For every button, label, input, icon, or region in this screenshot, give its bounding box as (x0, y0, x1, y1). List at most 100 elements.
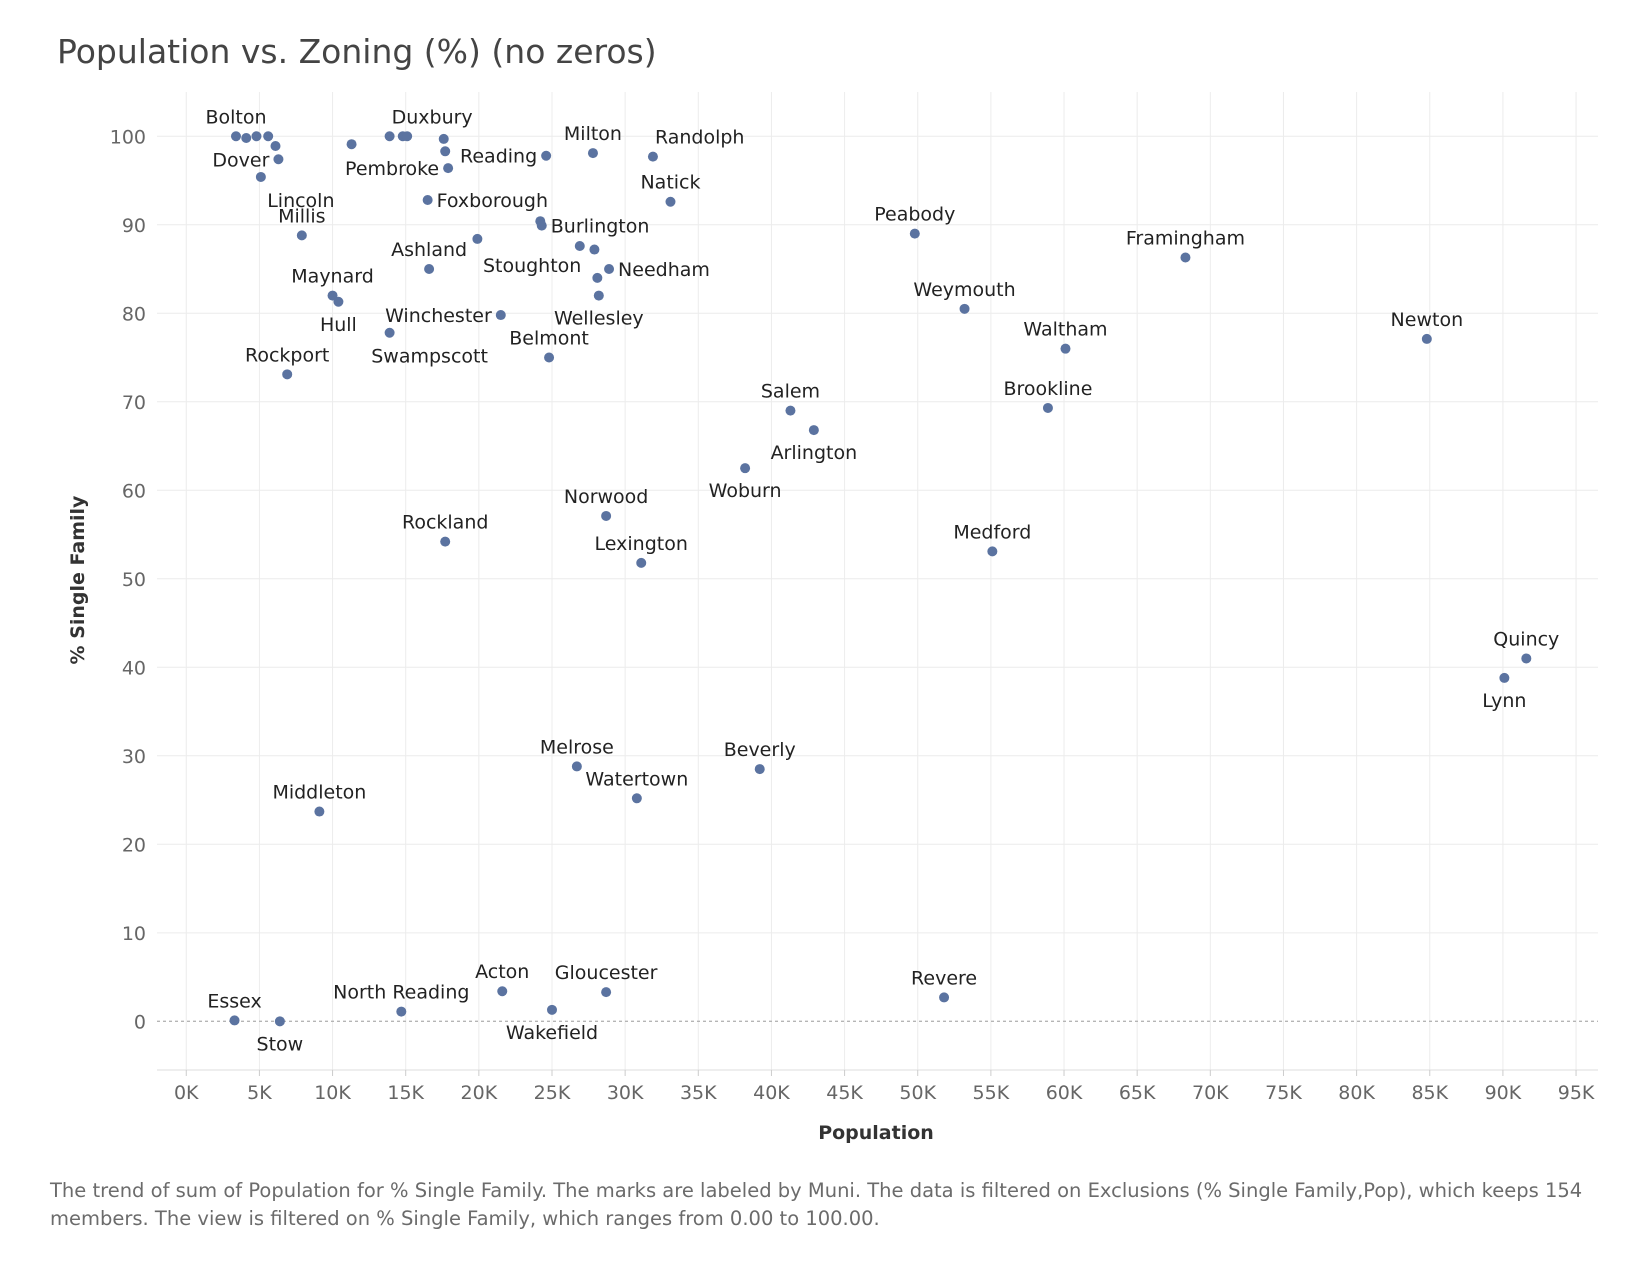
data-point (631, 793, 642, 804)
data-point (333, 296, 344, 307)
data-point (402, 131, 413, 142)
x-tick-label: 85K (1411, 1082, 1448, 1104)
data-point (438, 133, 449, 144)
y-axis-ticks: 0 10 20 30 40 50 60 70 80 90 100 (110, 126, 146, 1033)
x-axis-title: Population (818, 1122, 934, 1144)
data-label: Lexington (595, 533, 688, 555)
data-point (604, 264, 615, 275)
data-point (571, 761, 582, 772)
x-tick-label: 10K (314, 1082, 351, 1104)
data-point (440, 536, 451, 547)
data-label: Watertown (585, 768, 688, 790)
data-point (1060, 343, 1071, 354)
data-point (601, 987, 612, 998)
data-label: Waltham (1023, 319, 1107, 341)
data-label: Duxbury (392, 106, 473, 128)
data-point (346, 139, 357, 150)
data-point (274, 1016, 285, 1027)
data-label: Brookline (1003, 378, 1092, 400)
data-point (251, 131, 262, 142)
data-points (229, 131, 1532, 1027)
data-point (230, 131, 241, 142)
data-point (314, 806, 325, 817)
x-tick-label: 20K (461, 1082, 498, 1104)
data-point (1521, 653, 1532, 664)
data-point (754, 764, 765, 775)
data-label: Revere (911, 967, 977, 989)
data-point (495, 310, 506, 321)
x-tick-label: 25K (534, 1082, 571, 1104)
x-tick-label: 70K (1192, 1082, 1229, 1104)
y-axis-title: % Single Family (67, 495, 89, 664)
data-label: Randolph (655, 127, 745, 149)
data-label: Pembroke (345, 158, 439, 180)
data-point (1042, 402, 1053, 413)
y-tick-label: 100 (110, 126, 146, 148)
data-point (909, 228, 920, 239)
data-label: Stoughton (483, 255, 581, 277)
data-label: North Reading (333, 982, 469, 1004)
data-label: Wellesley (554, 308, 644, 330)
data-point (1499, 672, 1510, 683)
data-labels: Bolton Dover Lincoln Duxbury Pembroke Reading… (205, 106, 1559, 1055)
data-point (987, 546, 998, 557)
y-tick-label: 60 (122, 480, 146, 502)
data-point (472, 233, 483, 244)
data-point (601, 510, 612, 521)
data-point (665, 196, 676, 207)
data-label: Weymouth (913, 279, 1015, 301)
data-label: Milton (564, 123, 622, 145)
data-point (959, 303, 970, 314)
data-label: Acton (475, 961, 529, 983)
data-point (939, 992, 950, 1003)
scatter-chart: 0K 5K 10K 15K 20K 25K 30K 35K 40K 45K 50K 55K 60K 65K… (67, 92, 1598, 1144)
data-point (541, 150, 552, 161)
data-point (384, 327, 395, 338)
y-tick-label: 50 (122, 569, 146, 591)
data-label: Quincy (1493, 628, 1559, 650)
data-point (443, 163, 454, 174)
data-point (296, 230, 307, 241)
data-point (384, 131, 395, 142)
x-tick-label: 0K (174, 1082, 199, 1104)
x-tick-label: 5K (247, 1082, 272, 1104)
data-point (422, 194, 433, 205)
data-label: Rockland (402, 512, 488, 534)
data-point (263, 131, 274, 142)
data-point (497, 986, 508, 997)
data-point (785, 405, 796, 416)
data-point (544, 352, 555, 363)
data-point (229, 1015, 240, 1026)
x-tick-label: 50K (899, 1082, 936, 1104)
y-tick-label: 0 (134, 1011, 146, 1033)
data-point (241, 133, 252, 144)
x-tick-label: 45K (826, 1082, 863, 1104)
data-label: Newton (1391, 309, 1464, 331)
data-label: Swampscott (371, 346, 488, 368)
data-label: Dover (212, 149, 269, 171)
data-label: Belmont (509, 328, 589, 350)
x-tick-label: 65K (1119, 1082, 1156, 1104)
y-tick-label: 20 (122, 834, 146, 856)
data-point (273, 154, 284, 165)
x-tick-label: 15K (387, 1082, 424, 1104)
data-label: Winchester (385, 305, 492, 327)
y-tick-label: 80 (122, 303, 146, 325)
data-point (440, 146, 451, 157)
data-label: Peabody (874, 204, 955, 226)
chart-title: Population vs. Zoning (%) (no zeros) (57, 32, 657, 71)
x-tick-label: 75K (1265, 1082, 1302, 1104)
data-point (546, 1004, 557, 1015)
x-tick-label: 80K (1338, 1082, 1375, 1104)
data-point (1180, 252, 1191, 263)
data-label: Millis (278, 205, 325, 227)
data-label: Melrose (540, 736, 614, 758)
y-tick-label: 40 (122, 657, 146, 679)
data-point (574, 241, 585, 252)
data-point (808, 425, 819, 436)
x-tick-label: 30K (607, 1082, 644, 1104)
x-tick-label: 55K (973, 1082, 1010, 1104)
data-label: Lincoln (267, 190, 334, 212)
data-label: Reading (460, 146, 537, 168)
data-label: Needham (618, 259, 710, 281)
